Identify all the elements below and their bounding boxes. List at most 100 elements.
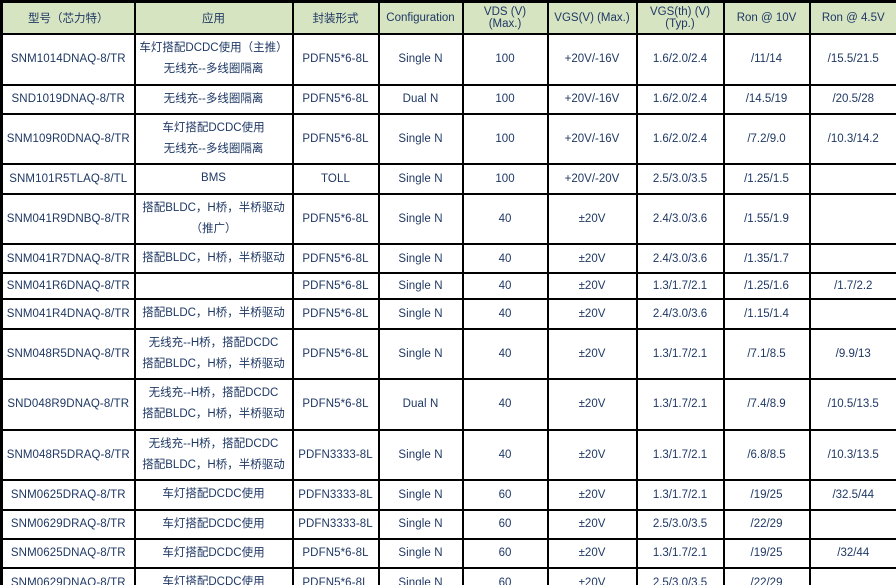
cell-vgs_th: 1.6/2.0/2.4 [635, 83, 725, 115]
table-row: SNM041R4DNAQ-8/TR 搭配BLDC，H桥，半桥驱动 PDFN5*6-8… [0, 298, 896, 330]
cell-package: PDFN5*6-8L [291, 378, 380, 431]
table-row: SNM101R5TLAQ-8/TL BMS TOLL Single N 100 +20V/… [0, 163, 896, 195]
cell-package: PDFN3333-8L [291, 508, 380, 540]
cell-package: PDFN5*6-8L [291, 327, 380, 381]
cell-ron_10v: /1.25/1.5 [722, 163, 811, 195]
cell-vds_max: 100 [461, 112, 549, 166]
cell-package: PDFN5*6-8L [291, 83, 380, 115]
cell-ron_10v: /22/29 [722, 567, 811, 585]
cell-ron_4p5v: /10.3/13.5 [808, 428, 896, 482]
cell-vgs_max: ±20V [546, 327, 638, 381]
cell-vgs_max: ±20V [546, 272, 638, 301]
cell-vds_max: 40 [461, 298, 549, 330]
cell-part: SNM041R7DNAQ-8/TR [0, 243, 136, 275]
cell-vgs_th: 2.4/3.0/3.6 [635, 243, 725, 275]
cell-vgs_th: 2.4/3.0/3.6 [635, 298, 725, 330]
cell-application: 车灯搭配DCDC使用 [133, 537, 294, 570]
table-row: SNM0625DNAQ-8/TR 车灯搭配DCDC使用 PDFN5*6-8L Sing… [0, 537, 896, 570]
cell-application: 车灯搭配DCDC使用 [133, 479, 294, 511]
cell-configuration: Single N [377, 163, 464, 195]
cell-vds_max: 100 [461, 163, 549, 195]
cell-application [133, 272, 294, 301]
cell-part: SNM048R5DNAQ-8/TR [0, 327, 136, 381]
cell-vgs_th: 2.5/3.0/3.5 [635, 508, 725, 540]
cell-part: SNM0625DNAQ-8/TR [0, 537, 136, 570]
cell-ron_10v: /14.5/19 [722, 83, 811, 115]
table-row: SNM041R9DNBQ-8/TR 搭配BLDC，H桥，半桥驱动（推广） PDFN5… [0, 192, 896, 246]
cell-configuration: Single N [377, 479, 464, 511]
cell-ron_10v: /1.35/1.7 [722, 243, 811, 275]
table-row: SNM109R0DNAQ-8/TR 车灯搭配DCDC使用 无线充--多线圈隔离 PD… [0, 112, 896, 166]
column-header-vgs_max: VGS(V) (Max.) [546, 0, 638, 35]
cell-application: 无线充--H桥，搭配DCDC 搭配BLDC，H桥，半桥驱动 [133, 378, 294, 431]
cell-package: PDFN5*6-8L [291, 272, 380, 301]
column-header-application: 应用 [133, 0, 294, 35]
cell-package: TOLL [291, 163, 380, 195]
cell-vgs_max: ±20V [546, 479, 638, 511]
cell-part: SNM0625DRAQ-8/TR [0, 479, 136, 511]
cell-ron_4p5v: /9.9/13 [808, 327, 896, 381]
cell-vds_max: 40 [461, 192, 549, 246]
cell-part: SNM109R0DNAQ-8/TR [0, 112, 136, 166]
cell-application: 无线充--H桥，搭配DCDC 搭配BLDC，H桥，半桥驱动 [133, 428, 294, 482]
cell-part: SNM0629DRAQ-8/TR [0, 508, 136, 540]
cell-vgs_max: ±20V [546, 192, 638, 246]
cell-vds_max: 40 [461, 243, 549, 275]
cell-ron_4p5v: /15.5/21.5 [808, 33, 896, 86]
cell-part: SNM041R6DNAQ-8/TR [0, 272, 136, 301]
cell-part: SNM1014DNAQ-8/TR [0, 33, 136, 86]
cell-application: 车灯搭配DCDC使用 无线充--多线圈隔离 [133, 112, 294, 166]
table-row: SNM0629DRAQ-8/TR 车灯搭配DCDC使用 PDFN3333-8L Sin… [0, 508, 896, 540]
table-row: SNM0629DNAQ-8/TR 车灯搭配DCDC使用 PDFN5*6-8L Sing… [0, 567, 896, 585]
table-row: SNM0625DRAQ-8/TR 车灯搭配DCDC使用 PDFN3333-8L Sin… [0, 479, 896, 511]
table-body: SNM1014DNAQ-8/TR 车灯搭配DCDC使用（主推） 无线充--多线圈隔… [0, 33, 896, 585]
table-row: SND048R9DNAQ-8/TR 无线充--H桥，搭配DCDC 搭配BLDC，H… [0, 378, 896, 431]
cell-ron_10v: /7.1/8.5 [722, 327, 811, 381]
cell-configuration: Single N [377, 327, 464, 381]
cell-ron_4p5v: /10.3/14.2 [808, 112, 896, 166]
cell-vgs_th: 1.6/2.0/2.4 [635, 33, 725, 86]
cell-vgs_th: 2.5/3.0/3.5 [635, 163, 725, 195]
cell-ron_4p5v: /1.7/2.2 [808, 272, 896, 301]
cell-configuration: Single N [377, 567, 464, 585]
cell-part: SND1019DNAQ-8/TR [0, 83, 136, 115]
cell-configuration: Single N [377, 508, 464, 540]
table-row: SNM048R5DNAQ-8/TR 无线充--H桥，搭配DCDC 搭配BLDC，H… [0, 327, 896, 381]
cell-application: 车灯搭配DCDC使用（主推） 无线充--多线圈隔离 [133, 33, 294, 86]
cell-ron_4p5v: /32.5/44 [808, 479, 896, 511]
cell-ron_4p5v [808, 192, 896, 246]
cell-vgs_th: 1.3/1.7/2.1 [635, 537, 725, 570]
cell-ron_4p5v: /32/44 [808, 537, 896, 570]
cell-vgs_th: 1.3/1.7/2.1 [635, 327, 725, 381]
column-header-ron_4p5v: Ron @ 4.5V [808, 0, 896, 35]
cell-ron_10v: /19/25 [722, 479, 811, 511]
cell-vgs_max: ±20V [546, 428, 638, 482]
cell-package: PDFN3333-8L [291, 479, 380, 511]
cell-vds_max: 60 [461, 479, 549, 511]
cell-vds_max: 40 [461, 378, 549, 431]
cell-vds_max: 100 [461, 83, 549, 115]
column-header-vgs_th: VGS(th) (V) (Typ.) [635, 0, 725, 35]
cell-ron_4p5v [808, 567, 896, 585]
cell-configuration: Dual N [377, 83, 464, 115]
table-row: SND1019DNAQ-8/TR 无线充--多线圈隔离 PDFN5*6-8L Dual… [0, 83, 896, 115]
cell-vgs_th: 1.3/1.7/2.1 [635, 272, 725, 301]
cell-vgs_max: ±20V [546, 243, 638, 275]
cell-ron_10v: /1.55/1.9 [722, 192, 811, 246]
cell-part: SNM048R5DRAQ-8/TR [0, 428, 136, 482]
table-row: SNM041R7DNAQ-8/TR 搭配BLDC，H桥，半桥驱动 PDFN5*6-8… [0, 243, 896, 275]
cell-vds_max: 40 [461, 428, 549, 482]
cell-vgs_th: 2.4/3.0/3.6 [635, 192, 725, 246]
cell-ron_4p5v: /10.5/13.5 [808, 378, 896, 431]
cell-ron_4p5v [808, 298, 896, 330]
cell-vds_max: 40 [461, 272, 549, 301]
cell-vds_max: 100 [461, 33, 549, 86]
cell-ron_10v: /7.4/8.9 [722, 378, 811, 431]
cell-ron_4p5v: /20.5/28 [808, 83, 896, 115]
cell-part: SNM0629DNAQ-8/TR [0, 567, 136, 585]
cell-ron_10v: /6.8/8.5 [722, 428, 811, 482]
cell-package: PDFN5*6-8L [291, 192, 380, 246]
table-row: SNM1014DNAQ-8/TR 车灯搭配DCDC使用（主推） 无线充--多线圈隔… [0, 33, 896, 86]
cell-vgs_max: ±20V [546, 298, 638, 330]
cell-vgs_max: ±20V [546, 537, 638, 570]
